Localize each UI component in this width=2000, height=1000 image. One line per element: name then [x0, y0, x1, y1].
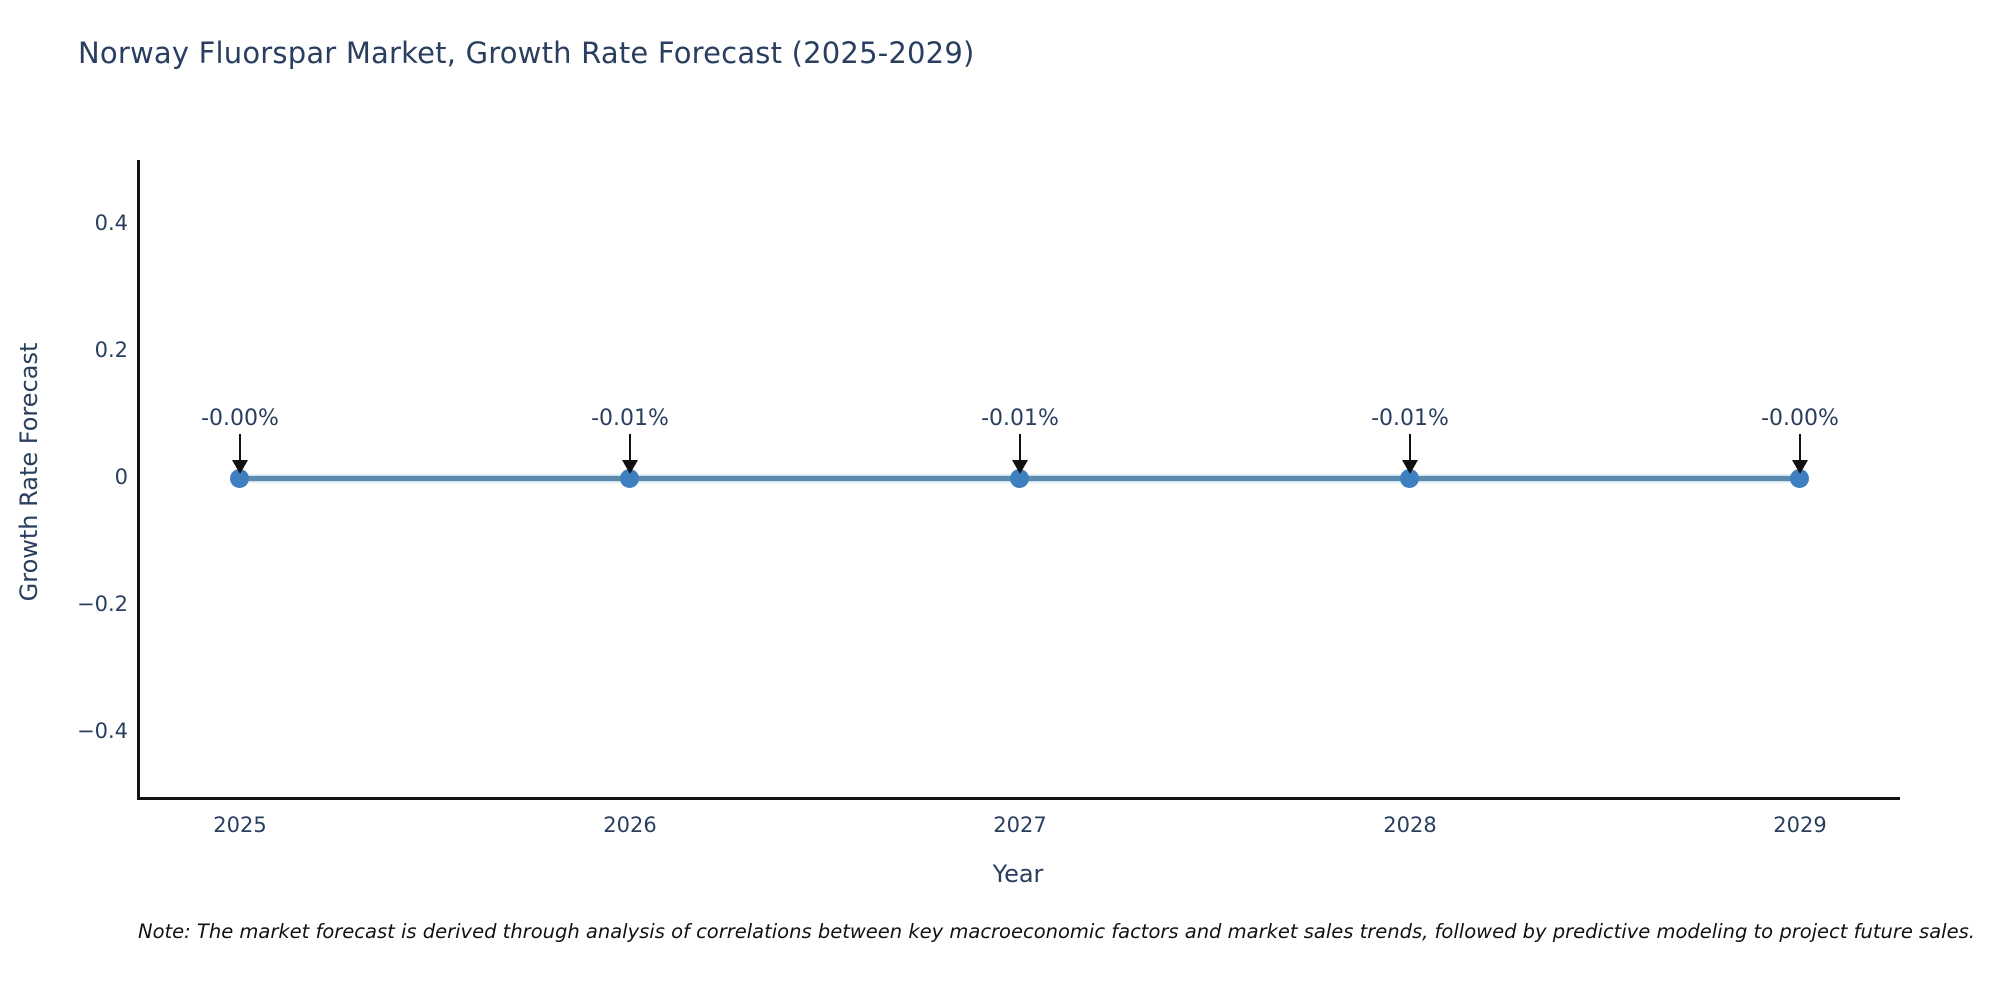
annotation-arrowhead-icon: [622, 460, 638, 474]
point-value-label: -0.00%: [1761, 406, 1839, 431]
y-tick-label: 0.2: [94, 338, 128, 362]
x-tick-label: 2029: [1773, 813, 1827, 837]
annotation-arrow: [1019, 434, 1021, 462]
x-tick-label: 2028: [1383, 813, 1437, 837]
x-axis-title: Year: [992, 860, 1044, 888]
annotation-arrowhead-icon: [232, 460, 248, 474]
chart-title: Norway Fluorspar Market, Growth Rate For…: [78, 36, 975, 70]
x-tick-label: 2025: [213, 813, 267, 837]
annotation-arrow: [1409, 434, 1411, 462]
y-tick-label: 0: [114, 465, 128, 489]
annotation-arrowhead-icon: [1792, 460, 1808, 474]
point-value-label: -0.01%: [1371, 406, 1449, 431]
point-value-label: -0.01%: [591, 406, 669, 431]
chart-footnote: Note: The market forecast is derived thr…: [138, 920, 1975, 943]
annotation-arrowhead-icon: [1402, 460, 1418, 474]
y-tick-label: −0.4: [77, 719, 128, 743]
x-tick-label: 2027: [993, 813, 1047, 837]
point-value-label: -0.00%: [201, 406, 279, 431]
annotation-arrow: [629, 434, 631, 462]
y-axis-title: Growth Rate Forecast: [15, 342, 43, 602]
annotation-arrow: [239, 434, 241, 462]
x-tick-label: 2026: [603, 813, 657, 837]
annotation-arrowhead-icon: [1012, 460, 1028, 474]
annotation-arrow: [1799, 434, 1801, 462]
y-tick-label: 0.4: [94, 211, 128, 235]
y-tick-label: −0.2: [77, 592, 128, 616]
point-value-label: -0.01%: [981, 406, 1059, 431]
